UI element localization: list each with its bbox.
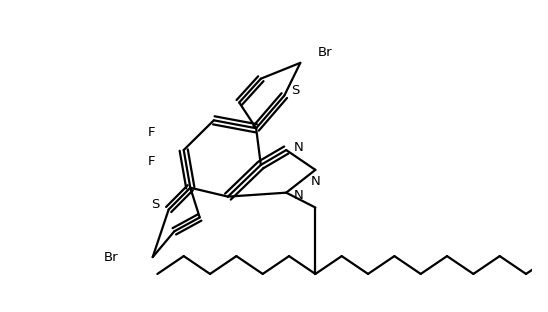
- Text: N: N: [294, 189, 304, 202]
- Text: Br: Br: [317, 46, 332, 59]
- Text: N: N: [294, 141, 304, 154]
- Text: S: S: [291, 84, 299, 97]
- Text: F: F: [148, 155, 156, 168]
- Text: S: S: [151, 198, 159, 211]
- Text: Br: Br: [103, 251, 118, 264]
- Text: N: N: [311, 175, 320, 188]
- Text: F: F: [148, 126, 156, 139]
